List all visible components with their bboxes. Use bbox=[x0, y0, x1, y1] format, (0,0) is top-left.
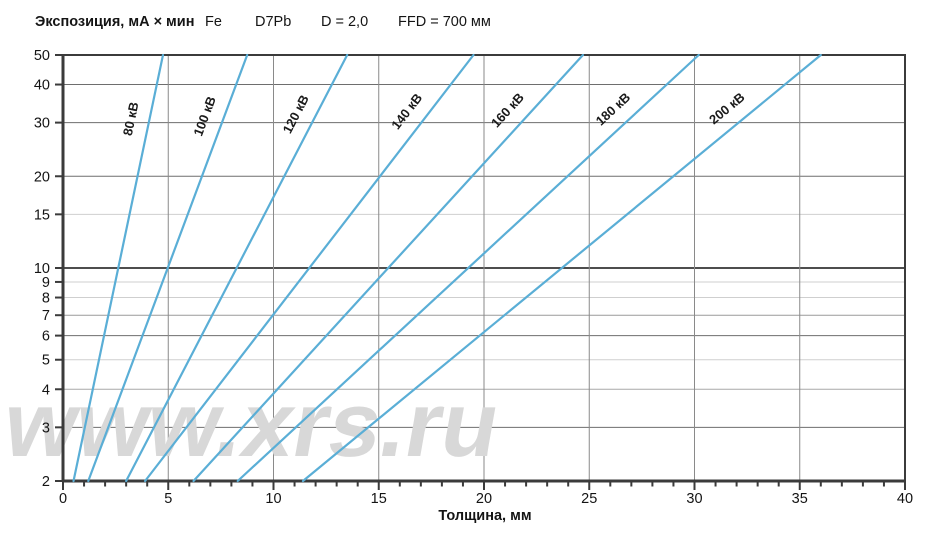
series-line-160kv bbox=[192, 53, 585, 483]
x-tick-label-10: 10 bbox=[265, 491, 281, 507]
x-tick-label-25: 25 bbox=[581, 491, 597, 507]
x-tick-label-15: 15 bbox=[371, 491, 387, 507]
y-tick-label-5: 5 bbox=[42, 353, 50, 369]
y-tick-label-10: 10 bbox=[34, 261, 50, 277]
x-tick-label-5: 5 bbox=[164, 491, 172, 507]
x-axis-title: Толщина, мм bbox=[438, 508, 532, 524]
series-line-200kv bbox=[301, 53, 822, 483]
series-label-160kv: 160 кВ bbox=[488, 90, 527, 131]
chart-title: Экспозиция, мА × мин bbox=[35, 14, 195, 30]
series-line-120kv bbox=[125, 53, 349, 483]
series-line-140kv bbox=[143, 53, 475, 483]
x-tick-label-40: 40 bbox=[897, 491, 913, 507]
x-tick-label-30: 30 bbox=[686, 491, 702, 507]
y-tick-label-15: 15 bbox=[34, 207, 50, 223]
y-tick-label-4: 4 bbox=[42, 382, 50, 398]
film-type-label: D7Pb bbox=[255, 14, 292, 30]
y-tick-label-9: 9 bbox=[42, 275, 50, 291]
series-label-100kv: 100 кВ bbox=[190, 94, 218, 138]
density-label: D = 2,0 bbox=[321, 14, 369, 30]
ffd-label: FFD = 700 мм bbox=[398, 14, 491, 30]
y-tick-label-40: 40 bbox=[34, 78, 50, 94]
series-label-80kv: 80 кВ bbox=[120, 101, 142, 137]
y-tick-label-30: 30 bbox=[34, 116, 50, 132]
series-line-80kv bbox=[72, 53, 165, 483]
y-tick-label-20: 20 bbox=[34, 169, 50, 185]
y-tick-label-2: 2 bbox=[42, 474, 50, 490]
watermark-text: www.xrs.ru bbox=[0, 373, 508, 476]
x-tick-label-35: 35 bbox=[792, 491, 808, 507]
y-tick-label-3: 3 bbox=[42, 420, 50, 436]
series-label-120kv: 120 кВ bbox=[280, 92, 312, 135]
series-line-100kv bbox=[87, 53, 249, 483]
y-tick-label-50: 50 bbox=[34, 48, 50, 64]
y-tick-label-7: 7 bbox=[42, 308, 50, 324]
y-tick-label-8: 8 bbox=[42, 291, 50, 307]
y-tick-label-6: 6 bbox=[42, 329, 50, 345]
x-tick-label-0: 0 bbox=[59, 491, 67, 507]
material-label: Fe bbox=[205, 14, 222, 30]
series-line-180kv bbox=[236, 53, 700, 483]
x-tick-label-20: 20 bbox=[476, 491, 492, 507]
